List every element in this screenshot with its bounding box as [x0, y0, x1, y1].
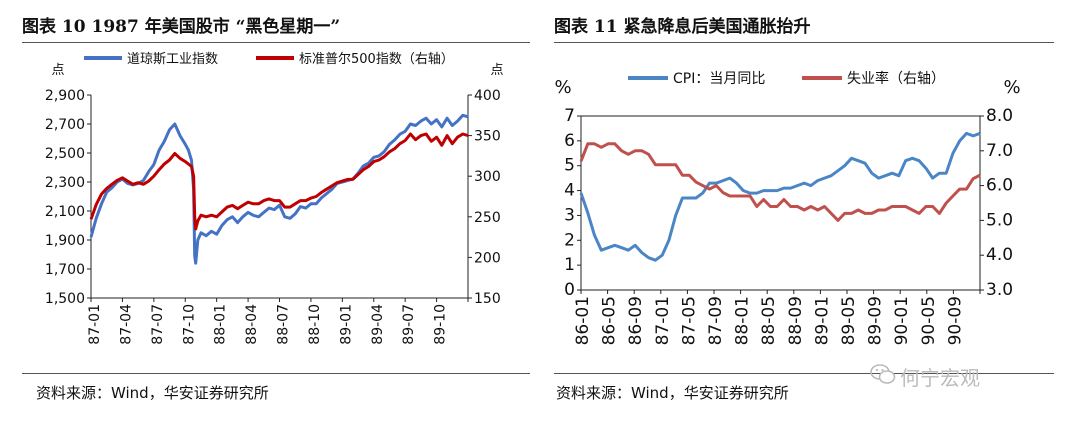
figure-left-top-rule — [22, 42, 530, 43]
y-right-tick-label: 200 — [474, 250, 501, 266]
x-tick-label: 87-10 — [181, 304, 197, 345]
y-right-unit-label: 点 — [490, 63, 503, 78]
y-left-tick-label: 2,900 — [45, 88, 85, 104]
legend-label-2: 标准普尔500指数（右轴） — [299, 52, 454, 67]
x-tick-label: 89-07 — [401, 304, 417, 345]
figure-right-top-rule — [554, 42, 1054, 43]
x-tick-label: 89-05 — [839, 296, 859, 345]
y-left-tick-label: 7 — [564, 106, 575, 126]
x-tick-label: 87-01 — [87, 304, 103, 345]
series-line-2 — [579, 142, 981, 222]
y-right-tick-label: 4.0 — [986, 245, 1013, 265]
y-left-unit-label: % — [554, 77, 571, 98]
figure-left-chart: 1,500 1,700 1,900 2,100 2,300 2,500 2,700 2,900… — [45, 52, 504, 345]
y-right-tick-label: 250 — [474, 210, 501, 226]
figure-right: 图表 11 紧急降息后美国通胀抬升 0 1 2 3 4 5 6 7 3.0 4.0 5.0 6.0 7.… — [540, 0, 1080, 423]
y-right-tick-label: 3.0 — [986, 280, 1013, 300]
y-right-tick-label: 7.0 — [986, 141, 1013, 161]
x-tick-label: 88-09 — [786, 296, 806, 345]
wechat-icon — [870, 364, 896, 384]
y-left-tick-label: 4 — [564, 181, 575, 201]
x-tick-label: 89-10 — [433, 304, 449, 345]
figure-left-source: 资料来源：Wind，华安证券研究所 — [36, 384, 269, 402]
x-tick-label: 89-09 — [866, 296, 886, 345]
x-tick-label: 90-09 — [945, 296, 965, 345]
y-left-tick-label: 2,500 — [45, 146, 85, 162]
y-left-tick-label: 1 — [564, 255, 575, 275]
figure-left: 图表 10 1987 年美国股市 “黑色星期一” 1,500 1,700 1,900… — [0, 0, 530, 423]
series-line-2 — [89, 132, 469, 231]
x-tick-label: 88-01 — [733, 296, 753, 345]
y-left-tick-label: 1,500 — [45, 291, 85, 307]
y-right-tick-label: 300 — [474, 169, 501, 185]
x-tick-label: 88-01 — [213, 304, 229, 345]
x-tick-label: 90-01 — [892, 296, 912, 345]
x-tick-label: 90-05 — [919, 296, 939, 345]
y-right-unit-label: % — [1003, 77, 1020, 98]
x-tick-label: 88-10 — [307, 304, 323, 345]
x-tick-label: 89-01 — [338, 304, 354, 345]
y-right-tick-label: 400 — [474, 88, 501, 104]
watermark-text: 何宁宏观 — [900, 366, 980, 390]
x-tick-label: 87-05 — [679, 296, 699, 345]
figure-left-bottom-rule — [22, 373, 530, 374]
y-left-tick-label: 3 — [564, 205, 575, 225]
x-tick-label: 87-01 — [653, 296, 673, 345]
legend-label-1: 道琼斯工业指数 — [127, 52, 218, 67]
y-right-tick-label: 8.0 — [986, 106, 1013, 126]
x-tick-label: 88-05 — [759, 296, 779, 345]
figure-right-title: 图表 11 紧急降息后美国通胀抬升 — [554, 17, 811, 37]
y-left-tick-label: 2,100 — [45, 204, 85, 220]
y-left-tick-label: 6 — [564, 131, 575, 151]
y-left-unit-label: 点 — [51, 63, 64, 78]
x-tick-label: 88-07 — [276, 304, 292, 345]
x-tick-label: 87-04 — [118, 304, 134, 345]
x-tick-label: 86-09 — [626, 296, 646, 345]
figure-right-chart: 0 1 2 3 4 5 6 7 3.0 4.0 5.0 6.0 7.0 8.0% % 86-01 86-05 86… — [554, 70, 1020, 345]
y-left-tick-label: 5 — [564, 156, 575, 176]
figure-left-title: 图表 10 1987 年美国股市 “黑色星期一” — [22, 17, 341, 37]
figure-right-source: 资料来源：Wind，华安证券研究所 — [556, 384, 789, 402]
series-line-1 — [89, 113, 469, 265]
y-left-tick-label: 0 — [564, 280, 575, 300]
x-tick-label: 88-04 — [244, 304, 260, 345]
legend-label-2: 失业率（右轴） — [847, 70, 945, 87]
y-left-tick-label: 2,300 — [45, 175, 85, 191]
y-left-tick-label: 2,700 — [45, 117, 85, 133]
y-left-tick-label: 1,900 — [45, 233, 85, 249]
y-right-tick-label: 6.0 — [986, 176, 1013, 196]
series-line-1 — [579, 131, 981, 262]
y-right-tick-label: 5.0 — [986, 210, 1013, 230]
figure-right-bottom-rule — [554, 373, 1054, 374]
x-tick-label: 87-09 — [706, 296, 726, 345]
y-right-tick-label: 150 — [474, 291, 501, 307]
x-tick-label: 86-05 — [600, 296, 620, 345]
plot-area-frame — [580, 115, 981, 291]
x-tick-label: 89-04 — [370, 304, 386, 345]
legend-label-1: CPI：当月同比 — [673, 71, 765, 87]
x-tick-label: 89-01 — [812, 296, 832, 345]
y-left-tick-label: 1,700 — [45, 262, 85, 278]
x-tick-label: 87-07 — [150, 304, 166, 345]
y-left-tick-label: 2 — [564, 230, 575, 250]
y-right-tick-label: 350 — [474, 129, 501, 145]
x-tick-label: 86-01 — [573, 296, 593, 345]
